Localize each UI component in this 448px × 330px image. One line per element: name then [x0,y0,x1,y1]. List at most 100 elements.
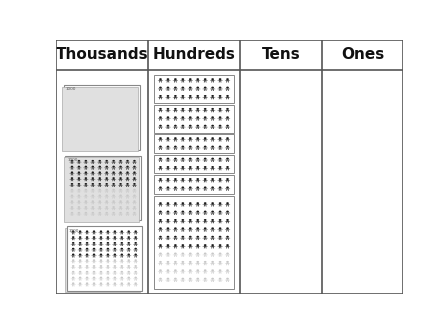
Polygon shape [183,205,184,207]
Polygon shape [190,255,192,257]
Circle shape [97,89,100,91]
Polygon shape [196,119,198,120]
Circle shape [112,194,115,196]
Polygon shape [71,191,72,193]
Circle shape [107,236,109,238]
Polygon shape [210,180,211,181]
Circle shape [196,261,199,263]
Polygon shape [219,230,220,232]
Polygon shape [102,232,103,233]
Polygon shape [119,186,121,187]
Polygon shape [104,138,105,140]
Polygon shape [161,264,162,265]
Polygon shape [73,239,74,240]
Polygon shape [162,188,163,189]
Polygon shape [211,221,214,222]
Circle shape [104,136,107,137]
Polygon shape [226,111,227,112]
Polygon shape [228,181,229,182]
Polygon shape [79,245,80,246]
Circle shape [112,183,115,185]
Polygon shape [159,148,160,150]
Polygon shape [126,179,129,180]
Polygon shape [69,121,70,122]
Polygon shape [107,279,108,280]
Circle shape [219,211,221,213]
Circle shape [211,125,214,127]
Circle shape [83,118,86,120]
Polygon shape [121,255,123,256]
Circle shape [159,211,162,213]
Polygon shape [133,168,134,170]
Polygon shape [99,143,101,144]
Polygon shape [107,238,109,239]
Polygon shape [181,230,183,232]
Circle shape [174,261,177,263]
Polygon shape [166,246,169,247]
Polygon shape [126,115,128,116]
Polygon shape [169,254,171,255]
Polygon shape [211,127,214,128]
Polygon shape [211,230,212,232]
Polygon shape [116,232,117,233]
Polygon shape [202,254,204,255]
Polygon shape [105,186,107,187]
Polygon shape [189,110,192,111]
Polygon shape [181,255,183,257]
Circle shape [83,130,86,132]
Polygon shape [128,174,129,176]
Polygon shape [72,163,73,164]
Polygon shape [166,80,169,81]
Circle shape [189,158,192,160]
Polygon shape [159,246,162,247]
Circle shape [77,130,79,132]
Polygon shape [120,127,121,128]
Polygon shape [134,284,137,285]
Polygon shape [73,279,74,280]
Circle shape [93,230,95,232]
Polygon shape [101,233,102,234]
Polygon shape [112,121,114,122]
Polygon shape [105,174,107,176]
Polygon shape [204,247,205,248]
Polygon shape [93,284,95,285]
Polygon shape [130,244,131,245]
Polygon shape [225,221,226,222]
Polygon shape [168,160,169,162]
Polygon shape [111,179,112,180]
Circle shape [211,146,214,148]
Polygon shape [69,127,70,128]
Polygon shape [195,80,197,81]
Polygon shape [90,120,93,121]
Circle shape [121,265,123,267]
Polygon shape [158,263,159,264]
Polygon shape [134,120,136,121]
Polygon shape [225,263,226,264]
Polygon shape [174,148,175,150]
Circle shape [174,252,177,254]
Polygon shape [92,115,93,116]
Polygon shape [107,239,108,240]
Circle shape [77,136,79,137]
Circle shape [83,141,86,143]
Polygon shape [71,244,72,245]
Circle shape [100,236,102,238]
Polygon shape [162,139,163,140]
Polygon shape [225,110,226,111]
Polygon shape [226,89,227,91]
Polygon shape [126,180,127,181]
Polygon shape [196,263,199,264]
Polygon shape [81,267,82,268]
Polygon shape [133,186,134,187]
Circle shape [181,269,184,271]
Polygon shape [181,254,185,255]
Polygon shape [226,247,227,248]
Circle shape [69,118,72,120]
Polygon shape [91,163,93,164]
Polygon shape [128,268,129,269]
Polygon shape [77,121,78,122]
Polygon shape [204,119,205,120]
Polygon shape [183,140,184,142]
Circle shape [125,113,128,114]
Polygon shape [176,148,177,150]
